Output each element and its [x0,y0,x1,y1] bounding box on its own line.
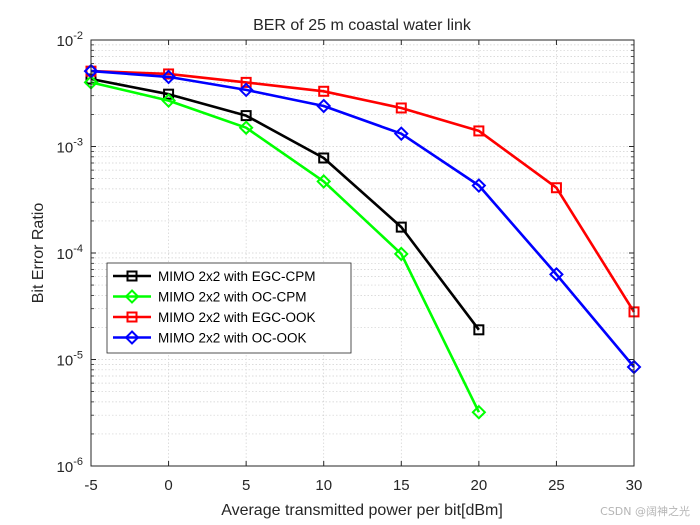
data-point-marker [240,110,252,122]
series-line [90,77,480,331]
legend-entry: MIMO 2x2 with OC-CPM [113,289,307,305]
data-point-marker [163,68,175,80]
data-point-marker [163,88,175,100]
x-tick-label: 30 [626,477,643,494]
x-tick-label: -5 [84,477,97,494]
legend-entry: MIMO 2x2 with EGC-OOK [113,310,316,325]
x-axis-label: Average transmitted power per bit[dBm] [221,502,503,519]
data-point-marker [473,324,485,336]
data-point-marker [471,178,487,193]
y-tick-label: 10-6 [57,456,83,476]
data-point-marker [161,93,176,108]
data-point-marker [393,126,409,142]
data-point-marker [550,182,562,194]
legend-marker [124,289,140,304]
chart-title: BER of 25 m coastal water link [253,17,472,34]
y-tick-label: 10-3 [57,137,83,157]
data-point-marker [318,85,330,97]
data-point-marker [395,221,407,233]
grid-lines [91,40,634,466]
watermark-text: CSDN @阔神之光 [600,505,690,518]
x-tick-label: 20 [471,477,488,494]
data-point-marker [240,76,252,88]
y-tick-label: 10-5 [57,350,83,370]
series-3 [85,65,640,318]
series-line [90,69,635,368]
x-tick-label: 5 [242,477,250,494]
legend-label: MIMO 2x2 with OC-OOK [158,331,307,346]
data-point-marker [238,82,254,98]
series-line [90,81,481,413]
legend: MIMO 2x2 with EGC-CPM MIMO 2x2 with OC-CP… [106,262,352,354]
legend-label: MIMO 2x2 with OC-CPM [158,290,307,305]
data-point-marker [395,102,407,114]
x-tick-label: 25 [548,477,565,494]
y-axis-label: Bit Error Ratio [30,203,47,304]
data-point-marker [473,125,485,137]
legend-label: MIMO 2x2 with EGC-CPM [158,269,316,284]
series-1 [85,73,485,336]
series-4 [83,63,642,375]
data-point-marker [471,404,487,420]
series-layer [83,63,642,420]
axis-ticks: -5 0 5 10 15 20 25 30 10-6 10-5 10-4 10-3 10-2 [57,30,643,494]
data-point-marker [549,266,564,282]
y-tick-label: 10-2 [57,30,83,50]
data-point-marker [318,152,330,164]
data-point-marker [316,98,332,114]
legend-marker [126,270,138,282]
x-tick-label: 15 [393,477,410,494]
data-point-marker [238,120,254,136]
series-line [90,69,636,313]
data-point-marker [316,174,332,189]
legend-entry: MIMO 2x2 with EGC-CPM [113,269,316,284]
data-point-marker [161,69,176,85]
legend-entry: MIMO 2x2 with OC-OOK [113,330,307,346]
legend-marker [126,311,138,323]
x-tick-label: 10 [315,477,332,494]
x-tick-label: 0 [164,477,172,494]
legend-label: MIMO 2x2 with EGC-OOK [158,310,316,325]
legend-marker [124,330,140,345]
y-tick-label: 10-4 [57,243,83,263]
data-point-marker [393,246,409,262]
